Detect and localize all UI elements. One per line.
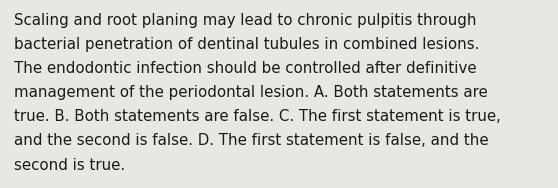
- Text: true. B. Both statements are false. C. The first statement is true,: true. B. Both statements are false. C. T…: [14, 109, 501, 124]
- Text: second is true.: second is true.: [14, 158, 125, 173]
- Text: Scaling and root planing may lead to chronic pulpitis through: Scaling and root planing may lead to chr…: [14, 13, 477, 28]
- Text: and the second is false. D. The first statement is false, and the: and the second is false. D. The first st…: [14, 133, 489, 149]
- Text: The endodontic infection should be controlled after definitive: The endodontic infection should be contr…: [14, 61, 477, 76]
- Text: bacterial penetration of dentinal tubules in combined lesions.: bacterial penetration of dentinal tubule…: [14, 37, 479, 52]
- Text: management of the periodontal lesion. A. Both statements are: management of the periodontal lesion. A.…: [14, 85, 488, 100]
